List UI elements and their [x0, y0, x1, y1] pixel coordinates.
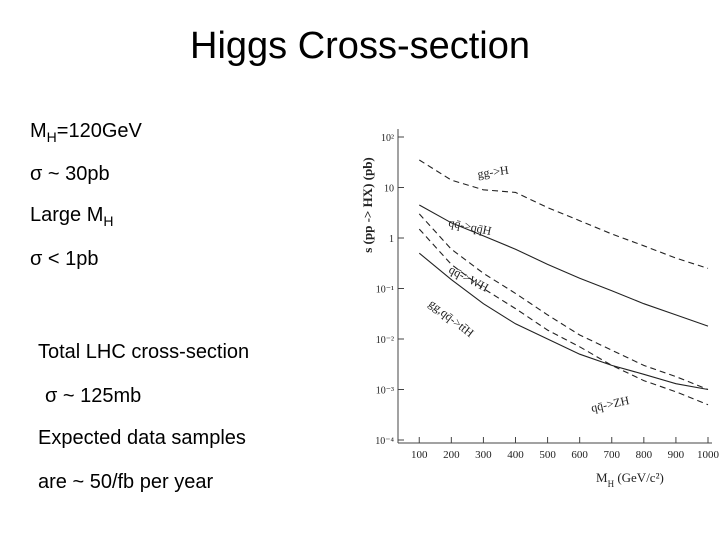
text-line: Expected data samples — [38, 427, 246, 449]
subscript: H — [103, 213, 113, 229]
text: (GeV/c²) — [614, 470, 664, 485]
x-tick-label: 900 — [668, 449, 685, 461]
text-line: Total LHC cross-section — [38, 341, 249, 363]
series-label: qq̄->qq̄H — [447, 215, 493, 238]
text: M — [30, 120, 47, 142]
text-line: Large MH — [30, 204, 114, 229]
series-line — [418, 213, 709, 391]
x-tick-label: 1000 — [697, 449, 720, 461]
text-line: MH (GeV/c²) — [596, 470, 664, 489]
text-line: σ ~ 30pb — [30, 163, 110, 185]
series-label: qq̄->WH — [447, 262, 492, 295]
y-tick-label: 10⁻² — [376, 335, 394, 346]
series-line — [418, 252, 709, 391]
chart: 10² 10 1 10⁻¹ 10⁻² 10⁻³ 10⁻⁴ 100 200 300 400 500 600… — [360, 129, 720, 489]
x-tick-label: 200 — [443, 449, 460, 461]
x-tick-label: 600 — [571, 449, 588, 461]
series-line — [418, 228, 709, 406]
subscript: H — [47, 129, 57, 145]
series-line — [419, 204, 709, 327]
text: σ < 1pb — [30, 248, 99, 270]
x-tick-label: 300 — [475, 449, 492, 461]
text: Expected data samples — [38, 427, 246, 449]
series-label: gg,qq̄->tt̄H — [426, 296, 477, 340]
y-tick-label: 10⁻⁴ — [375, 436, 394, 447]
series-label: gg->H — [476, 163, 509, 181]
text: are ~ 50/fb per year — [38, 471, 213, 493]
slide-title: Higgs Cross-section — [190, 25, 530, 67]
y-axis-label: s (pp -> HX) (pb) — [360, 157, 375, 253]
y-tick-label: 10 — [384, 184, 394, 195]
y-tick-label: 10⁻¹ — [376, 285, 394, 296]
series-label: qq̄->ZH — [590, 393, 631, 415]
x-tick-label: 400 — [507, 449, 524, 461]
x-tick-label: 500 — [539, 449, 556, 461]
text-line: are ~ 50/fb per year — [38, 471, 213, 493]
text: Total LHC cross-section — [38, 341, 249, 363]
series-line — [419, 159, 709, 269]
text-line: σ < 1pb — [30, 248, 99, 270]
text: σ ~ 30pb — [30, 163, 110, 185]
text: =120GeV — [57, 120, 143, 142]
text-line: MH=120GeV — [30, 120, 143, 145]
y-tick-label: 10⁻³ — [376, 386, 394, 397]
y-tick-label: 1 — [389, 234, 394, 245]
text: σ ~ 125mb — [45, 385, 141, 407]
text-line: σ ~ 125mb — [45, 385, 141, 407]
text: Large M — [30, 204, 103, 226]
text: M — [596, 470, 608, 485]
x-tick-label: 700 — [604, 449, 621, 461]
x-tick-label: 100 — [411, 449, 428, 461]
x-tick-label: 800 — [636, 449, 653, 461]
y-tick-label: 10² — [381, 133, 394, 144]
subscript: H — [608, 479, 615, 489]
